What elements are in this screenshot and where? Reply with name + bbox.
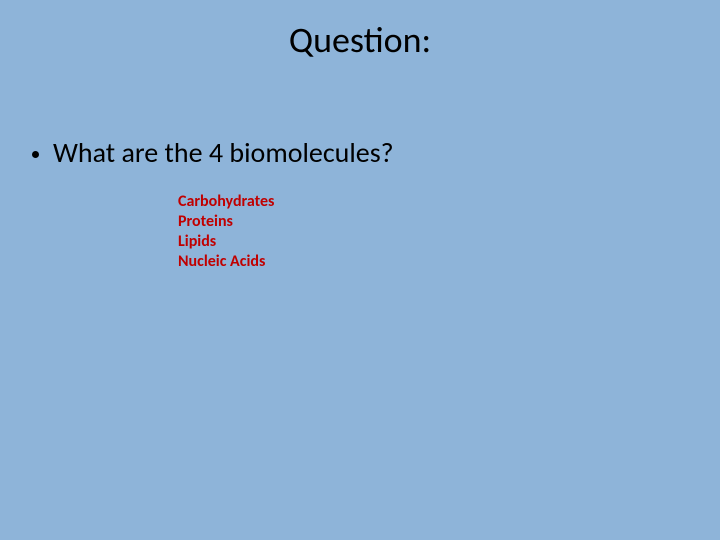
answer-list: Carbohydrates Proteins Lipids Nucleic Ac…: [178, 192, 274, 272]
answer-item: Nucleic Acids: [178, 252, 274, 272]
question-text: What are the 4 biomolecules?: [53, 135, 394, 170]
slide-container: Question: What are the 4 biomolecules? C…: [0, 0, 720, 540]
answer-item: Lipids: [178, 232, 274, 252]
answer-item: Carbohydrates: [178, 192, 274, 212]
bullet-icon: [32, 151, 39, 158]
answer-item: Proteins: [178, 212, 274, 232]
question-line: What are the 4 biomolecules?: [32, 135, 394, 170]
slide-title: Question:: [0, 18, 720, 62]
